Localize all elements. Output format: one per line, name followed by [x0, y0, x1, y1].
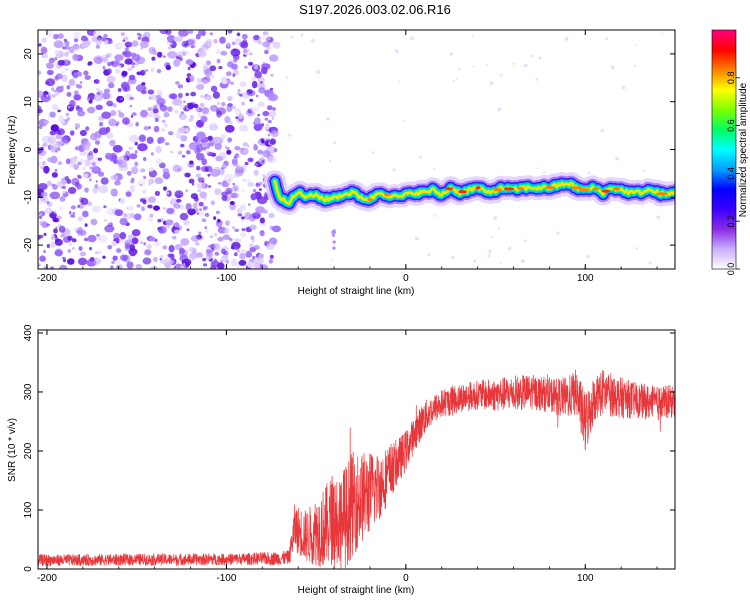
snr-x-tick-label: -200	[37, 573, 57, 584]
chart-title: S197.2026.003.02.06.R16	[299, 2, 451, 17]
snr-y-tick-label: 200	[23, 442, 34, 459]
snr-x-tick-label: -100	[216, 573, 236, 584]
ridge-peak	[503, 187, 515, 191]
ridge-peak	[367, 198, 373, 202]
spectrogram-y-axis-label: Frequency (Hz)	[7, 116, 18, 185]
snr-y-axis-label: SNR (10 * v/v)	[7, 418, 18, 482]
snr-x-tick-label: 0	[403, 573, 409, 584]
spectrogram-ridge	[263, 170, 675, 215]
spectrogram-y-tick-label: 10	[23, 96, 34, 108]
spectrogram-x-tick-label: 0	[403, 273, 409, 284]
snr-series-line	[38, 369, 675, 569]
snr-y-tick-label: 300	[23, 383, 34, 400]
ridge-peak	[612, 187, 621, 191]
colorbar-tick-label: 0.2	[726, 215, 736, 228]
colorbar-tick-label: 0.0	[726, 263, 736, 276]
ridge-peak	[656, 192, 668, 196]
ridge-peak	[601, 189, 611, 193]
colorbar	[711, 29, 737, 270]
spectrogram-x-axis-label: Height of straight line (km)	[298, 286, 415, 297]
ridge-peak	[570, 186, 583, 190]
spectrogram-x-tick-label: 100	[577, 273, 594, 284]
ridge-peak	[384, 193, 391, 197]
spectrogram-y-tick-label: 20	[23, 48, 34, 60]
snr-y-tick-label: 100	[23, 501, 34, 518]
spectrogram-y-tick-label: -20	[23, 237, 34, 252]
snr-x-axis-label: Height of straight line (km)	[298, 585, 415, 596]
snr-frame	[37, 329, 676, 570]
ridge-peak	[445, 187, 454, 191]
ridge-layer-5	[273, 179, 675, 206]
snr-x-tick-label: 100	[577, 573, 594, 584]
snr-chart: -200 -100 0 100 0 100 200 300 400 Height of stra…	[7, 324, 676, 596]
colorbar-label: Normalized spectral amplitude	[738, 82, 749, 217]
ridge-peak	[475, 186, 481, 190]
spectrogram-y-tick-label: 0	[23, 146, 34, 152]
snr-y-tick-label: 0	[23, 566, 34, 572]
spectrogram-x-tick-label: -200	[37, 273, 57, 284]
spectrogram-x-tick-label: -100	[216, 273, 236, 284]
ridge-peak	[578, 188, 591, 192]
colorbar-tick-label: 0.8	[726, 72, 736, 85]
colorbar-tick-label: 0.6	[726, 119, 736, 132]
colorbar-tick-label: 0.4	[726, 167, 736, 180]
ridge-peak	[458, 190, 468, 194]
ridge-peak	[492, 188, 503, 192]
ridge-peak	[593, 187, 600, 191]
ridge-peak	[517, 186, 524, 190]
spectrogram-y-tick-label: -10	[23, 190, 34, 205]
snr-y-tick-label: 400	[23, 324, 34, 341]
spectrogram-noise-region	[38, 30, 664, 269]
ridge-peak	[544, 186, 556, 190]
